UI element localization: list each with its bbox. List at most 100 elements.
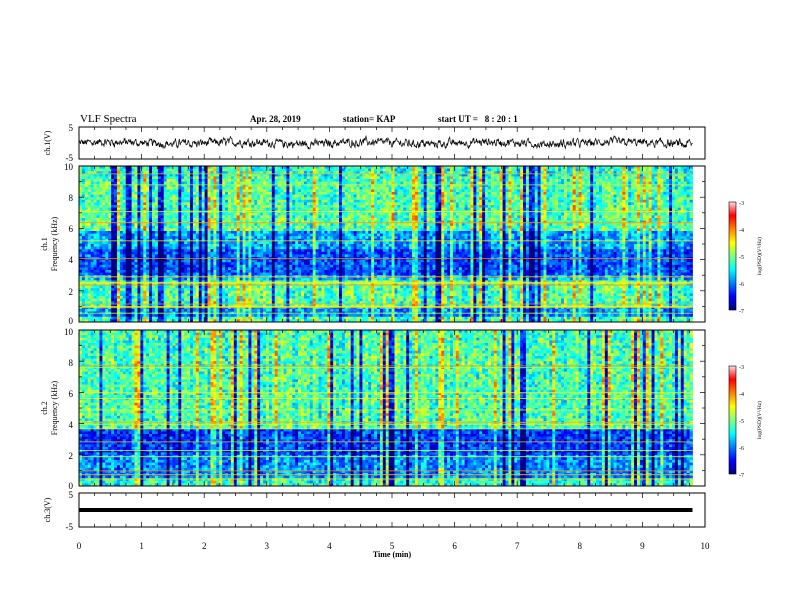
spectrogram-cell	[271, 176, 276, 180]
spectrogram-cell	[286, 205, 290, 208]
spectrogram-cell	[90, 184, 95, 188]
spectrogram-cell	[485, 168, 489, 172]
spectrogram-cell	[391, 184, 395, 188]
spectrogram-cell	[93, 199, 97, 203]
spectrogram-cell	[537, 218, 541, 221]
spectrogram-cell	[590, 171, 594, 175]
spectrogram-cell	[108, 184, 112, 188]
spectrogram-cell	[321, 189, 325, 193]
spectrogram-cell	[222, 176, 226, 180]
spectrogram-cell	[368, 220, 372, 224]
spectrogram-cell	[219, 205, 223, 208]
spectrogram-cell	[84, 176, 89, 180]
spectrogram-cell	[379, 207, 384, 211]
spectrogram-cell	[450, 189, 454, 193]
spectrogram-cell	[677, 181, 682, 185]
spectrogram-cell	[391, 202, 395, 206]
spectrogram-cell	[523, 223, 527, 227]
spectrogram-cell	[321, 186, 325, 190]
spectrogram-cell	[187, 179, 191, 182]
spectrogram-cell	[96, 192, 100, 195]
spectrogram-cell	[140, 171, 144, 175]
spectrogram-cell	[566, 168, 571, 172]
spectrogram-cell	[631, 192, 635, 195]
spectrogram-cell	[330, 176, 334, 180]
spectrogram-cell	[540, 186, 544, 190]
spectrogram-cell	[458, 202, 463, 206]
spectrogram-cell	[376, 192, 381, 195]
spectrogram-cell	[347, 166, 352, 169]
spectrogram-cell	[152, 220, 156, 224]
spectrogram-cell	[201, 192, 206, 195]
spectrogram-cell	[379, 168, 384, 172]
spectrogram-cell	[263, 173, 267, 177]
spectrogram-cell	[467, 176, 471, 180]
spectrogram-cell	[610, 179, 614, 182]
spectrogram-cell	[648, 166, 652, 169]
spectrogram-cell	[140, 220, 144, 224]
spectrogram-cell	[447, 168, 451, 172]
spectrogram-cell	[374, 220, 378, 224]
spectrogram-cell	[528, 192, 533, 195]
spectrogram-cell	[414, 223, 419, 227]
spectrogram-cell	[552, 176, 556, 180]
spectrogram-cell	[683, 173, 688, 177]
ch1-ytick-bottom: -5	[66, 153, 74, 163]
spectrogram-cell	[572, 197, 577, 201]
spectrogram-cell	[309, 181, 314, 185]
spectrogram-cell	[496, 202, 501, 206]
spectrogram-cell	[496, 220, 501, 224]
spectrogram-cell	[286, 189, 290, 193]
spectrogram-cell	[476, 184, 480, 188]
spectrogram-cell	[306, 189, 311, 193]
spectrogram-cell	[420, 173, 425, 177]
spectrogram-cell	[601, 199, 606, 203]
spectrogram-cell	[385, 215, 390, 219]
spectrogram-cell	[280, 186, 284, 190]
spectrogram-cell	[283, 215, 287, 219]
spectrogram-cell	[593, 223, 597, 227]
spectrogram-cell	[225, 218, 229, 221]
spectrogram-cell	[216, 207, 220, 211]
spectrogram-cell	[391, 189, 395, 193]
spectrogram-cell	[210, 189, 214, 193]
spectrogram-cell	[470, 215, 474, 219]
spectrogram-cell	[540, 207, 544, 211]
spectrogram-cell	[543, 192, 547, 195]
spectrogram-cell	[625, 189, 629, 193]
spectrogram-cell	[280, 225, 284, 229]
spectrogram-cell	[388, 218, 392, 221]
spectrogram-cell	[128, 202, 132, 206]
spectrogram-cell	[315, 220, 319, 224]
spectrogram-cell	[683, 181, 688, 185]
spectrogram-cell	[236, 173, 241, 177]
spectrogram-cell	[134, 205, 138, 208]
spectrogram-cell	[146, 205, 150, 208]
spectrogram-cell	[274, 215, 279, 219]
spectrogram-cell	[111, 171, 115, 175]
spectrogram-cell	[406, 215, 410, 219]
spectrogram-cell	[514, 189, 518, 193]
spectrogram-cell	[537, 202, 541, 206]
spectrogram-cell	[152, 181, 156, 185]
spectrogram-cell	[409, 168, 413, 172]
spectrogram-cell	[467, 181, 471, 185]
spectrogram-cell	[596, 189, 600, 193]
spectrogram-cell	[178, 181, 182, 185]
spectrogram-cell	[487, 171, 492, 175]
spectrogram-cell	[324, 184, 328, 188]
spectrogram-cell	[315, 192, 319, 195]
spectrogram-cell	[365, 199, 369, 203]
spectrogram-cell	[397, 171, 401, 175]
spectrogram-cell	[178, 225, 182, 229]
spectrogram-cell	[596, 194, 600, 198]
spectrogram-cell	[674, 179, 679, 182]
spectrogram-cell	[450, 202, 454, 206]
spectrogram-cell	[239, 212, 243, 216]
spectrogram-cell	[438, 207, 442, 211]
spectrogram-cell	[327, 189, 331, 193]
spectrogram-cell	[102, 199, 106, 203]
spectrogram-cell	[210, 184, 214, 188]
spectrogram-cell	[450, 176, 454, 180]
spectrogram-cell	[683, 197, 688, 201]
